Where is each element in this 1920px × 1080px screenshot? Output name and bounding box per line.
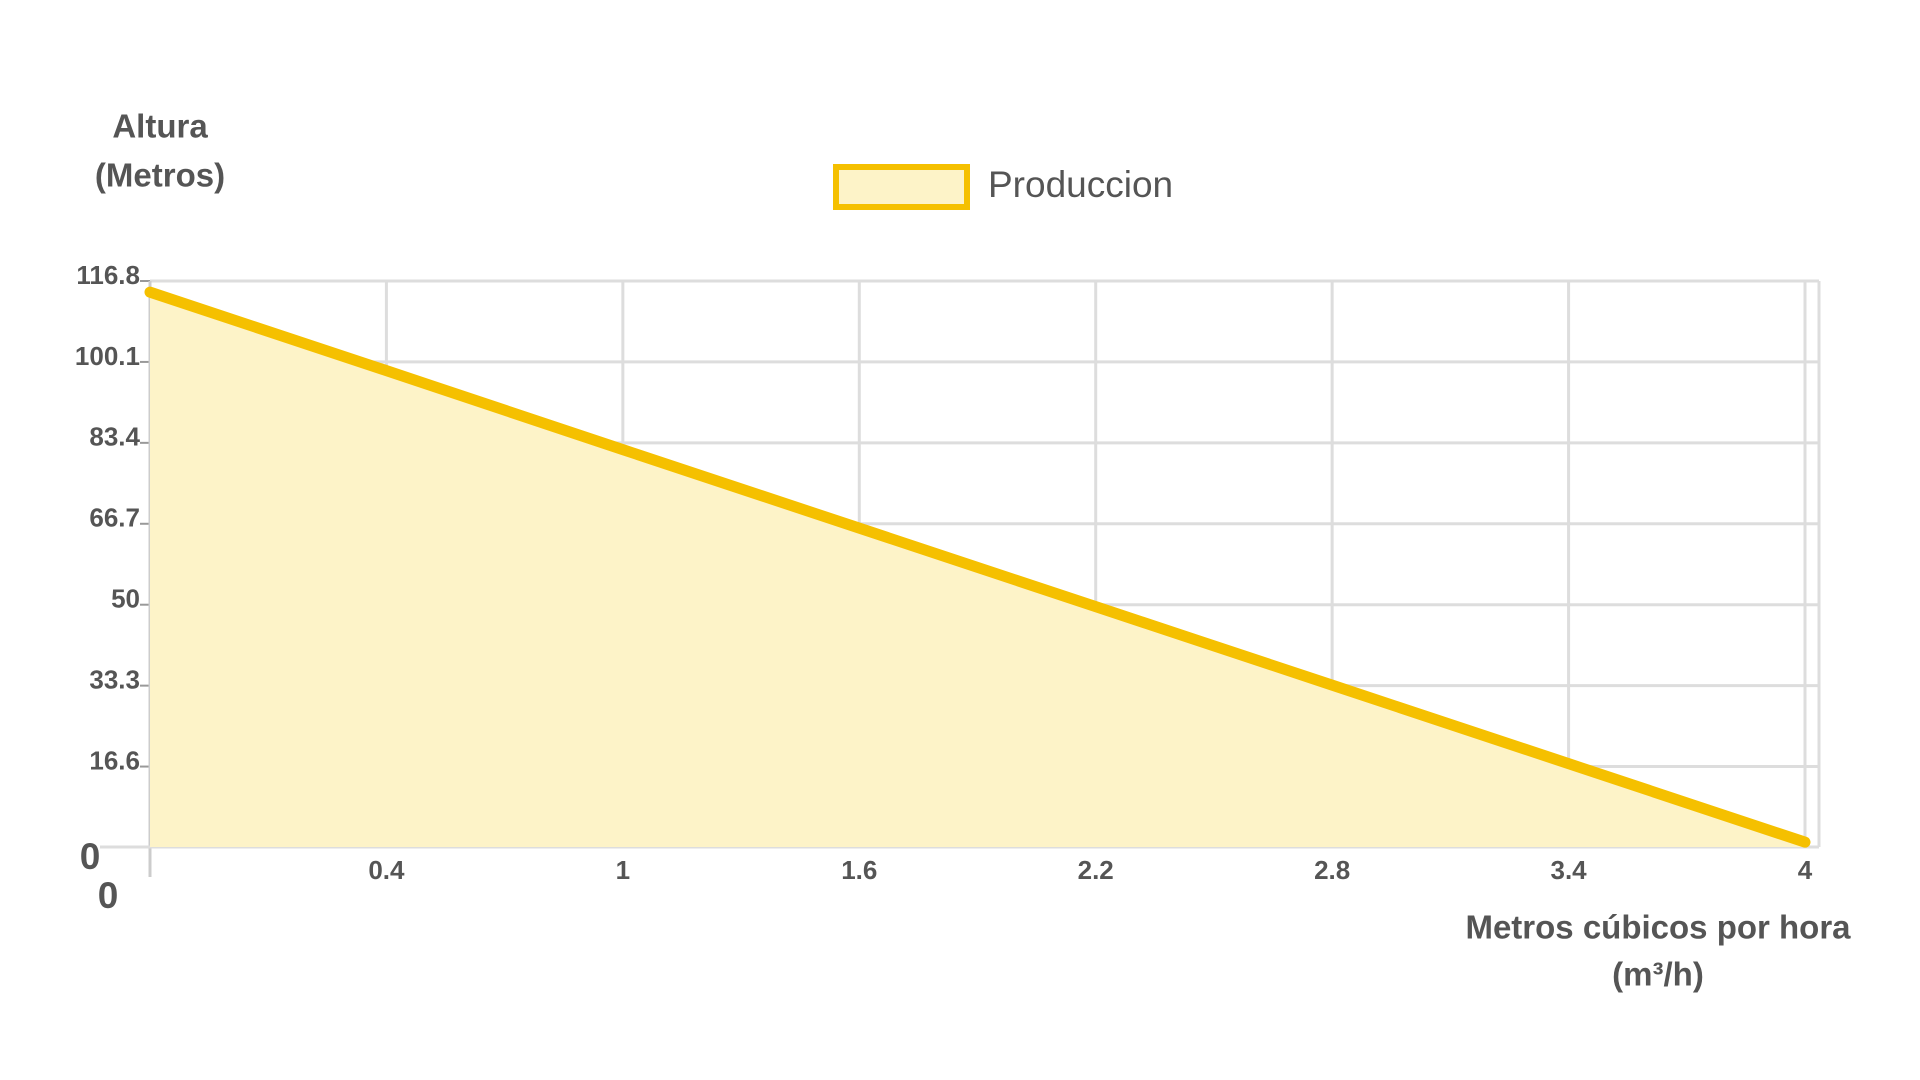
x-tick-label: 1 <box>616 855 630 885</box>
x-tick-label: 3.4 <box>1550 855 1587 885</box>
area-line <box>144 286 1811 848</box>
x-tick-label: 0.4 <box>368 855 405 885</box>
x-tick-label: 4 <box>1798 855 1813 885</box>
y-axis-title: Altura <box>112 108 208 145</box>
x-axis-title: Metros cúbicos por hora <box>1465 909 1851 946</box>
y-tick-label: 33.3 <box>89 665 140 695</box>
y-tick-label: 16.6 <box>89 745 140 775</box>
legend-label: Produccion <box>988 164 1173 205</box>
x-tick-label: 1.6 <box>841 855 877 885</box>
x-tick-label: 2.2 <box>1078 855 1114 885</box>
y-tick-label: 83.4 <box>89 422 140 452</box>
x-tick-label: 2.8 <box>1314 855 1350 885</box>
y-tick-label: 66.7 <box>89 503 140 533</box>
legend-swatch <box>833 164 970 210</box>
y-tick-label: 116.8 <box>76 260 140 290</box>
y-tick-label: 50 <box>111 584 140 614</box>
x-tick-label: 0 <box>98 875 119 916</box>
y-tick-label: 100.1 <box>75 341 140 371</box>
x-axis-title: (m³/h) <box>1612 956 1704 993</box>
y-tick-label: 0 <box>80 836 101 877</box>
y-axis-title: (Metros) <box>95 157 225 194</box>
